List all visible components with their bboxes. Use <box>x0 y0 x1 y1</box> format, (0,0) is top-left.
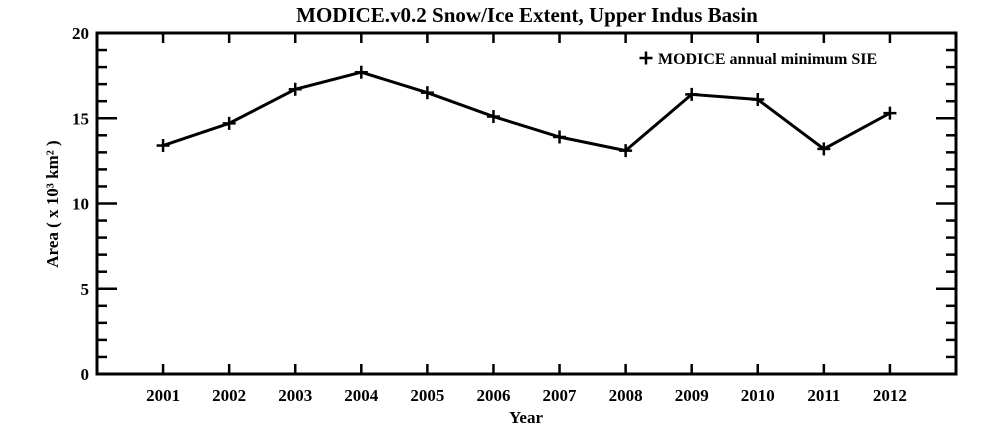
x-tick-label: 2003 <box>278 386 312 405</box>
data-line <box>162 70 891 153</box>
plot-generated-layer: 0 5 10 15 20 2001 2002 2003 2004 2005 2006 2007 2008… <box>72 24 958 405</box>
y-axis-label: Area ( x 10³ km² ) <box>43 140 62 267</box>
x-tick-label: 2004 <box>344 386 379 405</box>
x-tick-label: 2011 <box>807 386 840 405</box>
x-tick-label: 2007 <box>543 386 578 405</box>
x-tick-label: 2001 <box>146 386 180 405</box>
x-tick-label: 2012 <box>873 386 907 405</box>
x-tick-label: 2008 <box>609 386 643 405</box>
x-tick-label: 2009 <box>675 386 709 405</box>
y-tick-label: 15 <box>72 109 89 128</box>
legend-label: MODICE annual minimum SIE <box>658 51 877 68</box>
x-tick-label: 2005 <box>410 386 444 405</box>
chart-title: MODICE.v0.2 Snow/Ice Extent, Upper Indus… <box>296 3 758 27</box>
plot-frame <box>95 31 958 376</box>
x-tick-label: 2002 <box>212 386 246 405</box>
y-tick-label: 20 <box>72 24 89 43</box>
y-tick-label: 10 <box>72 195 89 214</box>
y-tick-label: 5 <box>81 280 90 299</box>
x-tick-label: 2010 <box>741 386 775 405</box>
y-tick-label: 0 <box>81 365 90 384</box>
x-axis-label: Year <box>509 408 543 427</box>
x-tick-label: 2006 <box>476 386 510 405</box>
